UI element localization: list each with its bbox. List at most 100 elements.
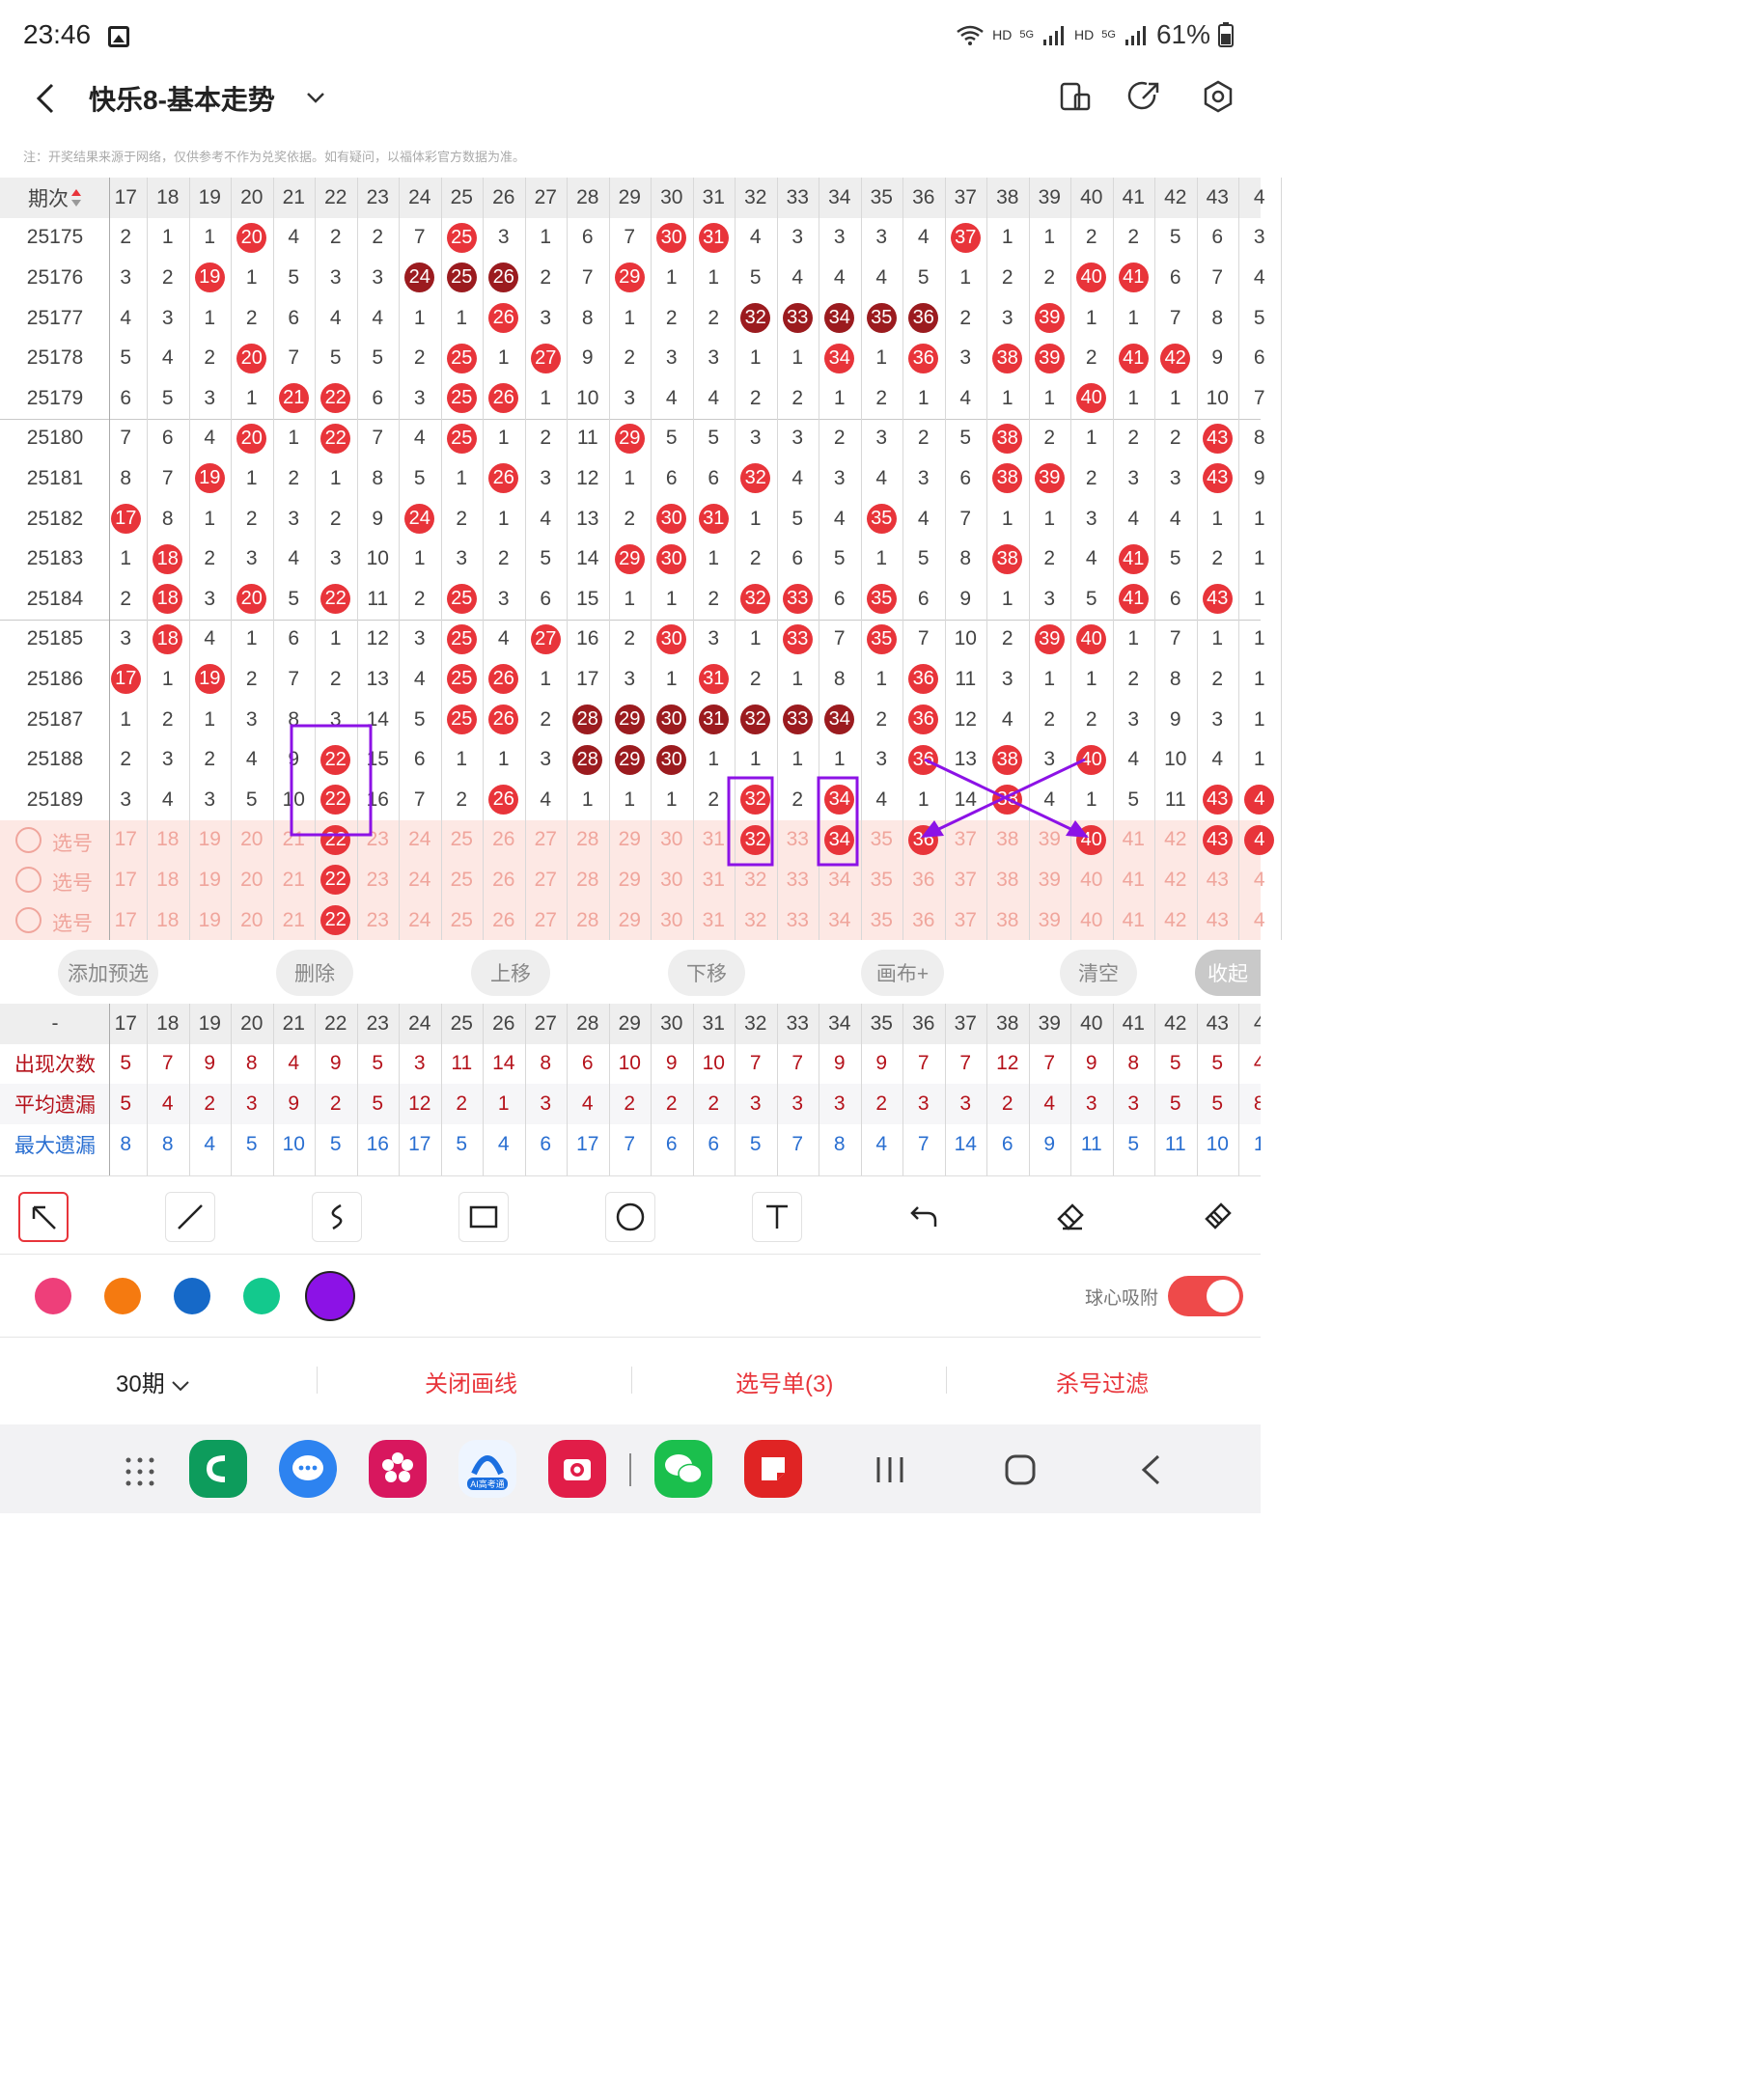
selectable-number[interactable]: 25 — [450, 908, 473, 931]
selectable-number[interactable]: 27 — [534, 908, 557, 931]
selectable-number[interactable]: 32 — [744, 868, 767, 891]
back-nav-icon[interactable] — [1139, 1453, 1162, 1486]
selected-ball-43[interactable]: 43 — [1197, 820, 1239, 861]
selectable-number[interactable]: 20 — [240, 908, 264, 931]
selectable-number[interactable]: 28 — [576, 868, 599, 891]
selectable-number[interactable]: 39 — [1038, 828, 1061, 851]
select-arrow-icon[interactable] — [18, 1192, 69, 1242]
selectable-number[interactable]: 21 — [282, 868, 305, 891]
apps-grid-icon[interactable] — [124, 1455, 156, 1488]
selectable-number[interactable]: 17 — [114, 868, 137, 891]
selectable-number[interactable]: 30 — [660, 828, 683, 851]
settings-icon[interactable] — [1201, 79, 1235, 114]
selected-ball-34[interactable]: 34 — [819, 820, 861, 861]
selectable-number[interactable]: 41 — [1122, 908, 1145, 931]
period-select[interactable]: 30期 — [116, 1365, 190, 1398]
selectable-number[interactable]: 30 — [660, 868, 683, 891]
selectable-number[interactable]: 39 — [1038, 868, 1061, 891]
layout-icon[interactable] — [1058, 79, 1093, 114]
selectable-number[interactable]: 18 — [156, 908, 180, 931]
selectable-number[interactable]: 39 — [1038, 908, 1061, 931]
selectable-number[interactable]: 23 — [366, 868, 389, 891]
selectable-number[interactable]: 31 — [702, 908, 725, 931]
color-swatch[interactable] — [35, 1278, 71, 1314]
notes-app-icon[interactable] — [744, 1440, 802, 1498]
selectable-number[interactable]: 30 — [660, 908, 683, 931]
selection-radio[interactable] — [15, 906, 42, 933]
selected-ball-36[interactable]: 36 — [902, 820, 945, 861]
ball-snap-toggle[interactable] — [1168, 1276, 1243, 1316]
selectable-number[interactable]: 17 — [114, 908, 137, 931]
selectable-number[interactable]: 21 — [282, 828, 305, 851]
selected-ball-4[interactable]: 4 — [1238, 820, 1281, 861]
close-lines-button[interactable]: 关闭画线 — [425, 1371, 517, 1397]
selectable-number[interactable]: 43 — [1206, 868, 1229, 891]
selectable-number[interactable]: 34 — [828, 908, 851, 931]
color-swatch[interactable] — [305, 1271, 355, 1321]
canvas-plus-button[interactable]: 画布+ — [861, 950, 944, 996]
selectable-number[interactable]: 35 — [870, 908, 893, 931]
selectable-number[interactable]: 29 — [618, 868, 641, 891]
camera-app-icon[interactable] — [548, 1440, 606, 1498]
selectable-number[interactable]: 26 — [492, 868, 515, 891]
selectable-number[interactable]: 42 — [1164, 828, 1187, 851]
ai-app-icon[interactable]: AI高考通 — [458, 1440, 516, 1498]
selected-ball-22[interactable]: 22 — [315, 900, 357, 941]
circle-icon[interactable] — [605, 1192, 655, 1242]
chevron-down-icon[interactable] — [305, 87, 326, 108]
selectable-number[interactable]: 31 — [702, 828, 725, 851]
eraser-icon[interactable] — [1045, 1192, 1096, 1242]
collapse-button[interactable]: 收起 — [1195, 950, 1261, 996]
share-icon[interactable] — [1127, 79, 1162, 114]
selection-row[interactable]: 选号 17 18 19 20 21 22 23 24 25 26 27 28 29 30 31 32 33 34 35… — [0, 860, 1265, 900]
selectable-number[interactable]: 43 — [1206, 908, 1229, 931]
page-title[interactable]: 快乐8-基本走势 — [89, 85, 275, 115]
text-icon[interactable] — [752, 1192, 802, 1242]
color-swatch[interactable] — [243, 1278, 280, 1314]
selectable-number[interactable]: 37 — [954, 908, 977, 931]
selectable-number[interactable]: 40 — [1080, 908, 1103, 931]
selectable-number[interactable]: 42 — [1164, 868, 1187, 891]
color-swatch[interactable] — [174, 1278, 210, 1314]
selectable-number[interactable]: 40 — [1080, 868, 1103, 891]
move-up-button[interactable]: 上移 — [471, 950, 550, 996]
selectable-number[interactable]: 37 — [954, 828, 977, 851]
wechat-app-icon[interactable] — [654, 1440, 712, 1498]
selectable-number[interactable]: 36 — [912, 908, 935, 931]
kill-filter-button[interactable]: 杀号过滤 — [1056, 1371, 1149, 1397]
selectable-number[interactable]: 25 — [450, 828, 473, 851]
selectable-number[interactable]: 29 — [618, 828, 641, 851]
undo-icon[interactable] — [899, 1192, 949, 1242]
selectable-number[interactable]: 26 — [492, 828, 515, 851]
selectable-number[interactable]: 38 — [996, 908, 1019, 931]
selectable-number[interactable]: 23 — [366, 828, 389, 851]
flower-app-icon[interactable] — [369, 1440, 427, 1498]
selectable-number[interactable]: 28 — [576, 908, 599, 931]
clear-icon[interactable] — [1192, 1192, 1242, 1242]
selectable-number[interactable]: 24 — [408, 868, 431, 891]
phone-app-icon[interactable] — [189, 1440, 247, 1498]
line-icon[interactable] — [165, 1192, 215, 1242]
selectable-number[interactable]: 36 — [912, 868, 935, 891]
back-arrow-icon[interactable] — [29, 81, 64, 116]
selectable-number[interactable]: 21 — [282, 908, 305, 931]
selectable-number[interactable]: 20 — [240, 828, 264, 851]
recent-apps-icon[interactable] — [873, 1455, 907, 1484]
selectable-number[interactable]: 42 — [1164, 908, 1187, 931]
selection-row[interactable]: 选号 17 18 19 20 21 22 23 24 25 26 27 28 29 30 31 32 33 34 35… — [0, 899, 1265, 941]
selectable-number[interactable]: 25 — [450, 868, 473, 891]
selectable-number[interactable]: 34 — [828, 868, 851, 891]
selected-ball-40[interactable]: 40 — [1070, 820, 1113, 861]
selected-ball-32[interactable]: 32 — [735, 820, 777, 861]
selectable-number[interactable]: 35 — [870, 828, 893, 851]
selectable-number[interactable]: 35 — [870, 868, 893, 891]
selectable-number[interactable]: 41 — [1122, 828, 1145, 851]
selectable-number[interactable]: 33 — [786, 828, 809, 851]
selectable-number[interactable]: 23 — [366, 908, 389, 931]
selectable-number[interactable]: 4 — [1253, 868, 1265, 891]
selection-radio[interactable] — [15, 867, 42, 894]
selectable-number[interactable]: 27 — [534, 828, 557, 851]
messages-app-icon[interactable] — [279, 1440, 337, 1498]
selectable-number[interactable]: 4 — [1253, 908, 1265, 931]
selectable-number[interactable]: 20 — [240, 868, 264, 891]
